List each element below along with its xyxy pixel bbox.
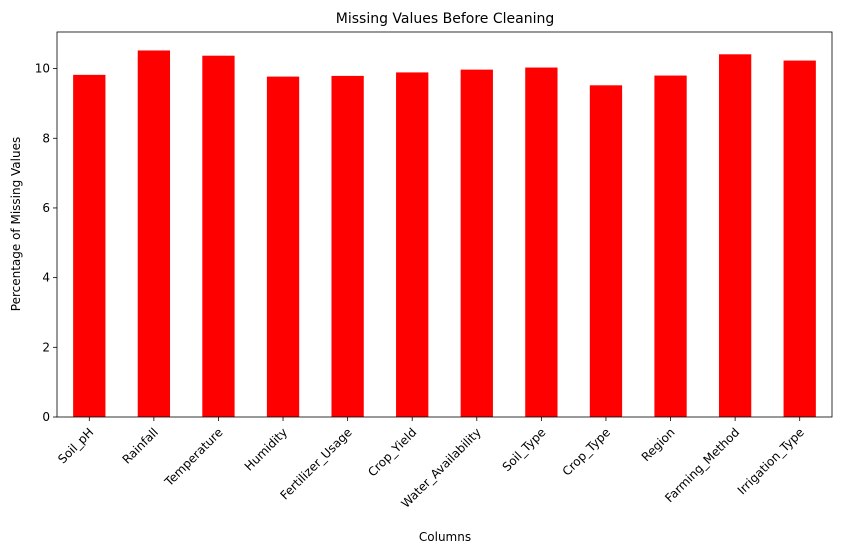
plot-frame (56, 31, 833, 418)
bar-temperature (202, 55, 235, 417)
x-tick-label: Rainfall (120, 425, 161, 466)
x-tick-label: Soil_Type (500, 425, 549, 474)
x-tick-label: Humidity (242, 425, 290, 473)
y-tick-label: 4 (42, 271, 50, 285)
bar-crop-yield (396, 72, 429, 417)
y-tick-label: 8 (42, 131, 50, 145)
bar-irrigation-type (783, 60, 816, 418)
bar-region (654, 75, 687, 417)
bar-fertilizer-usage (331, 75, 364, 417)
x-axis-label: Columns (419, 530, 471, 544)
chart-title: Missing Values Before Cleaning (336, 11, 554, 27)
bar-crop-type (589, 85, 623, 418)
bar-humidity (266, 76, 300, 417)
x-tick-label: Region (639, 425, 678, 464)
x-tick-label: Soil_pH (55, 425, 96, 466)
bar-soil-ph (73, 74, 106, 418)
x-axis: Soil_pH Rainfall Temperature HumidityFertil… (55, 417, 807, 511)
y-axis: 0 2 4 6 8 10 (35, 62, 57, 424)
y-tick-label: 2 (42, 340, 50, 354)
bar-soil-type (525, 67, 558, 418)
bars-group (73, 50, 816, 418)
bar-water-availability (460, 69, 493, 417)
x-tick-label: Crop_Yield (365, 425, 419, 479)
y-tick-label: 0 (42, 410, 50, 424)
y-tick-label: 6 (42, 201, 50, 215)
bar-rainfall (137, 50, 171, 417)
y-tick-label: 10 (35, 62, 50, 76)
y-axis-label: Percentage of Missing Values (9, 137, 23, 311)
x-tick-label: Fertilizer_Usage (277, 425, 354, 502)
bar-farming-method (718, 54, 752, 417)
x-tick-label: Crop_Type (560, 425, 613, 478)
x-tick-label: Irrigation_Type (735, 425, 807, 497)
x-tick-label: Temperature (161, 425, 225, 489)
